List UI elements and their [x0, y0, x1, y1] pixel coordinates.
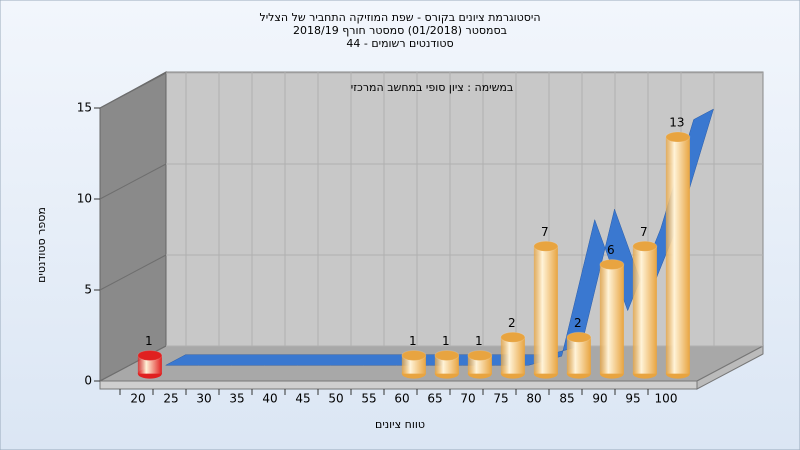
bar-body: [137, 355, 162, 374]
value-label: 6: [607, 243, 615, 257]
grid-line: [99, 163, 167, 200]
x-tick-label: 70: [460, 392, 475, 406]
bar: [467, 349, 493, 379]
bar: [401, 349, 427, 379]
x-tick-label: 35: [229, 392, 244, 406]
value-label: 1: [409, 334, 417, 348]
value-label: 13: [669, 116, 684, 130]
value-label: 7: [640, 225, 648, 239]
bar: [632, 240, 658, 379]
value-label: 7: [541, 225, 549, 239]
chart-title: סטודנטים רשומים - 44: [346, 37, 453, 50]
x-tick-label: 55: [361, 392, 376, 406]
x-tick-label: 45: [295, 392, 310, 406]
bar-body: [434, 355, 459, 374]
x-tick-label: 30: [196, 392, 211, 406]
bar-top: [632, 240, 658, 252]
value-label: 2: [508, 316, 516, 330]
x-tick-label: 60: [394, 392, 409, 406]
x-tick-label: 25: [163, 392, 178, 406]
x-tick-label: 95: [625, 392, 640, 406]
bar-body: [566, 337, 591, 374]
bar-top: [500, 331, 526, 343]
x-axis-label: טווח ציונים: [375, 418, 425, 431]
bar-top: [137, 349, 163, 361]
floor-side: [696, 345, 764, 390]
bar-body: [599, 264, 624, 374]
value-label: 1: [475, 334, 483, 348]
bar-body: [401, 355, 426, 374]
bar-top: [599, 258, 625, 270]
subtitle: במשימה : ציון סופי במחשב המרכזי: [351, 81, 514, 94]
ribbon: [165, 108, 714, 366]
bar: [500, 331, 526, 379]
y-axis-label: מספר סטודנטים: [35, 207, 48, 283]
bar-top: [434, 349, 460, 361]
bar-body: [665, 137, 690, 374]
x-tick-label: 40: [262, 392, 277, 406]
bar: [137, 349, 163, 379]
x-tick-label: 90: [592, 392, 607, 406]
value-label: 1: [442, 334, 450, 348]
bar-top: [401, 349, 427, 361]
bar-top: [467, 349, 493, 361]
y-tick-label: 10: [77, 192, 92, 206]
y-tick-label: 15: [77, 101, 92, 115]
floor-edge: [99, 380, 698, 390]
x-tick-label: 80: [526, 392, 541, 406]
grid-line: [99, 72, 167, 109]
x-tick-label: 100: [655, 392, 678, 406]
side-wall: [99, 71, 167, 382]
bar-body: [500, 337, 525, 374]
bar-body: [632, 246, 657, 374]
bar: [665, 131, 691, 379]
y-tick-label: 5: [84, 283, 92, 297]
value-label: 1: [145, 334, 153, 348]
y-tick-label: 0: [84, 374, 92, 388]
bar: [599, 258, 625, 379]
bar: [434, 349, 460, 379]
chart-title: בסמסטר (01/2018) סמסטר חורף 2018/19: [293, 24, 507, 37]
bar-body: [533, 246, 558, 374]
x-tick-label: 50: [328, 392, 343, 406]
bar: [533, 240, 559, 379]
x-tick-label: 85: [559, 392, 574, 406]
x-tick-label: 75: [493, 392, 508, 406]
bar-top: [665, 131, 691, 143]
bar-top: [533, 240, 559, 252]
value-label: 2: [574, 316, 582, 330]
chart-title: היסטוגרמת ציונים בקורס - שפת המוזיקה התח…: [259, 11, 540, 24]
bar: [566, 331, 592, 379]
grid-line: [99, 254, 167, 291]
bar-top: [566, 331, 592, 343]
bar-body: [467, 355, 492, 374]
x-tick-label: 20: [130, 392, 145, 406]
x-tick-label: 65: [427, 392, 442, 406]
